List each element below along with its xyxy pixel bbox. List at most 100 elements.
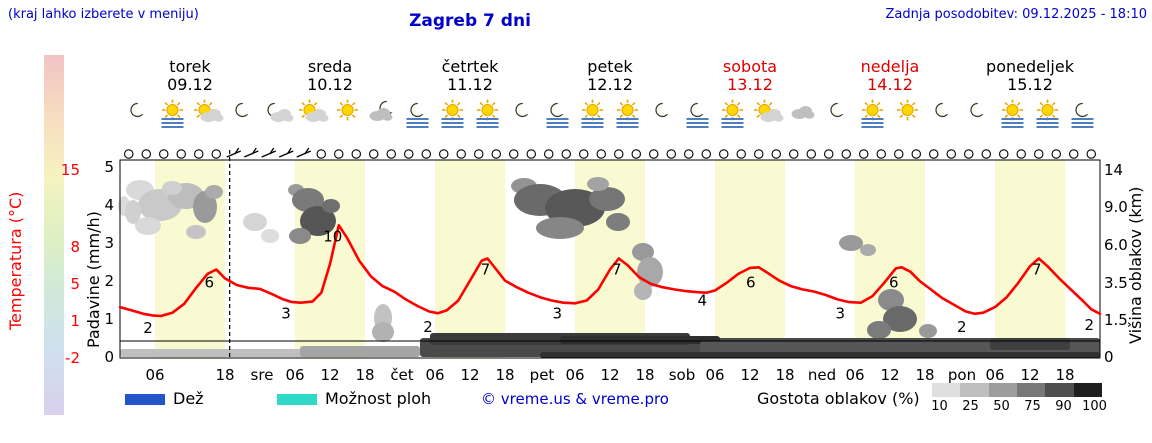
wind-calm-circle xyxy=(858,149,869,159)
day-name: petek xyxy=(587,57,633,76)
cloud-blob xyxy=(193,191,217,223)
cloud-blob xyxy=(883,306,917,332)
x-hour-label: 18 xyxy=(355,366,374,384)
wind-calm-circle xyxy=(561,149,571,159)
cloud-height-tick: 14 xyxy=(1104,161,1123,179)
precipitation-tick: 4 xyxy=(104,196,114,214)
day-name: nedelja xyxy=(861,57,920,76)
plot-border xyxy=(119,159,1101,359)
weather-icon-cloud-moon xyxy=(369,99,398,121)
wind-calm-circle xyxy=(701,149,711,159)
wind-calm-circle xyxy=(491,149,501,159)
precipitation-tick: 5 xyxy=(104,158,114,176)
wind-calm-circle xyxy=(508,149,519,159)
weather-icon-moon-fog xyxy=(546,101,569,128)
cloud-scale-value: 50 xyxy=(993,399,1010,414)
wind-calm-circle xyxy=(928,149,939,159)
weather-icon-moon-fog xyxy=(1071,101,1094,128)
wind-barb xyxy=(278,147,294,158)
x-day-abbrev: pet xyxy=(530,366,555,384)
temperature-value-label: 6 xyxy=(889,274,899,292)
temperature-value-label: 2 xyxy=(1084,316,1094,334)
wind-calm-circle xyxy=(736,149,746,159)
wind-calm-circle xyxy=(1086,149,1097,159)
wind-calm-circle xyxy=(823,149,834,159)
wind-calm-circle xyxy=(316,149,326,159)
cloud-blob xyxy=(186,225,206,239)
x-hour-label: 18 xyxy=(215,366,234,384)
temperature-value-label: 10 xyxy=(323,227,342,245)
weather-icon-moon xyxy=(235,101,254,118)
wind-calm-circle xyxy=(718,149,729,159)
x-day-abbrev: pon xyxy=(948,366,976,384)
temperature-value-label: 4 xyxy=(697,292,707,310)
temperature-tick: -2 xyxy=(65,349,80,367)
x-day-abbrev: ned xyxy=(808,366,836,384)
cloud-blob xyxy=(289,228,311,244)
weather-icon-sun-fog xyxy=(441,99,464,128)
weather-icon-sun xyxy=(337,99,358,121)
temperature-tick: 1 xyxy=(70,312,80,330)
cloud-blob xyxy=(606,213,630,231)
x-hour-label: 18 xyxy=(775,366,794,384)
temperature-value-label: 3 xyxy=(835,305,845,323)
temperature-value-label: 6 xyxy=(205,274,215,292)
wind-calm-circle xyxy=(543,149,554,159)
weather-icon-moon xyxy=(130,101,149,118)
cloud-scale-value: 100 xyxy=(1082,399,1107,414)
wind-calm-circle xyxy=(1034,149,1044,159)
wind-barb xyxy=(261,147,277,158)
wind-calm-circle xyxy=(596,149,606,159)
wind-calm-circle xyxy=(666,149,676,159)
weather-icon-sun-fog xyxy=(721,99,744,128)
wind-calm-circle xyxy=(1051,149,1062,159)
cloud-height-tick: 3.5 xyxy=(1104,274,1128,292)
wind-calm-circle xyxy=(806,149,816,159)
day-date: 15.12 xyxy=(1007,75,1053,94)
wind-calm-circle xyxy=(998,149,1009,159)
weather-icon-sun-cloud xyxy=(299,99,329,122)
cloud-blob xyxy=(634,282,652,300)
wind-calm-circle xyxy=(648,149,659,159)
x-hour-label: 06 xyxy=(145,366,164,384)
copyright-link[interactable]: © vreme.us & vreme.pro xyxy=(481,390,669,408)
wind-calm-circle xyxy=(403,149,414,159)
wind-calm-circle xyxy=(578,149,589,159)
cloud-blob xyxy=(919,324,937,338)
x-hour-label: 12 xyxy=(460,366,479,384)
x-hour-label: 06 xyxy=(425,366,444,384)
wind-barb xyxy=(226,147,242,158)
precipitation-tick: 1 xyxy=(104,310,114,328)
cloud-blob xyxy=(162,181,182,195)
temperature-tick: 8 xyxy=(70,238,80,256)
weather-icon-moon-cloud xyxy=(267,101,294,122)
weather-icon-sun-fog xyxy=(616,99,639,128)
day-date: 12.12 xyxy=(587,75,633,94)
wind-calm-circle xyxy=(841,149,851,159)
wind-calm-circle xyxy=(141,149,152,159)
temperature-value-label: 7 xyxy=(1032,260,1042,278)
cloud-height-tick: 6.0 xyxy=(1104,236,1128,254)
x-day-abbrev: sob xyxy=(669,366,696,384)
day-name: ponedeljek xyxy=(986,57,1075,76)
cloud-scale-value: 25 xyxy=(962,399,979,414)
precipitation-tick: 3 xyxy=(104,234,114,252)
x-day-abbrev: sre xyxy=(251,366,274,384)
low-cloud-band xyxy=(540,352,1100,358)
weather-icon-sun-fog xyxy=(161,99,184,128)
cloud-blob xyxy=(860,244,876,256)
wind-calm-circle xyxy=(683,149,694,159)
precipitation-tick: 0 xyxy=(104,348,114,366)
x-hour-label: 06 xyxy=(705,366,724,384)
wind-calm-circle xyxy=(788,149,799,159)
cloud-height-tick: 9.0 xyxy=(1104,198,1128,216)
daytime-band xyxy=(435,160,505,358)
wind-calm-circle xyxy=(194,149,204,159)
wind-calm-circle xyxy=(124,149,134,159)
cloud-scale-segment xyxy=(932,383,961,397)
day-name: sreda xyxy=(308,57,352,76)
cloud-density-scale xyxy=(932,383,1102,397)
weather-icon-sun xyxy=(897,99,918,121)
